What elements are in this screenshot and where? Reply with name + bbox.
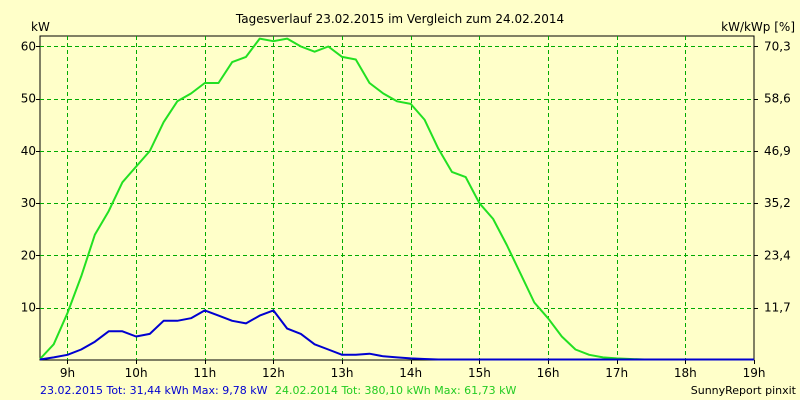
- x-tick-label: 10h: [125, 366, 148, 380]
- footer-credit: SunnyReport pinxit: [691, 384, 797, 397]
- y-tick-label-right: 11,7: [764, 301, 791, 315]
- chart-title: Tagesverlauf 23.02.2015 im Vergleich zum…: [235, 12, 564, 26]
- x-tick-label: 9h: [60, 366, 75, 380]
- y-tick-label-right: 35,2: [764, 196, 791, 210]
- x-tick-label: 18h: [674, 366, 697, 380]
- y-axis-left-label: kW: [31, 20, 50, 34]
- y-tick-label-left: 60: [21, 39, 36, 53]
- x-tick-label: 13h: [331, 366, 354, 380]
- plot-area: [39, 35, 755, 361]
- series-line-23.02.2015: [39, 309, 754, 361]
- grid: [40, 36, 754, 360]
- y-tick-label-right: 46,9: [764, 144, 791, 158]
- x-tick-label: 16h: [537, 366, 560, 380]
- x-tick-label: 12h: [262, 366, 285, 380]
- y-tick-label-left: 50: [21, 92, 36, 106]
- x-tick-label: 19h: [743, 366, 766, 380]
- x-tick-label: 11h: [193, 366, 216, 380]
- y-tick-label-left: 20: [21, 248, 36, 262]
- y-tick-label-left: 40: [21, 144, 36, 158]
- series-line-24.02.2014: [39, 37, 754, 361]
- x-tick-label: 14h: [399, 366, 422, 380]
- x-tick-label: 17h: [605, 366, 628, 380]
- y-tick-label-left: 30: [21, 196, 36, 210]
- y-tick-label-right: 23,4: [764, 248, 791, 262]
- y-axis-right-label: kW/kWp [%]: [721, 20, 795, 34]
- series-group: [39, 37, 754, 361]
- y-tick-label-right: 70,3: [764, 39, 791, 53]
- y-tick-label-right: 58,6: [764, 92, 791, 106]
- y-tick-label-left: 10: [21, 301, 36, 315]
- x-tick-label: 15h: [468, 366, 491, 380]
- axis-ticks: 9h 10h 11h 12h 13h 14h 15h 16h 17h 18h 19h 10 20 30 40…: [21, 39, 791, 380]
- footer-2014-summary: 24.02.2014 Tot: 380,10 kWh Max: 61,73 kW: [275, 384, 517, 397]
- footer-2015-summary: 23.02.2015 Tot: 31,44 kWh Max: 9,78 kW: [40, 384, 268, 397]
- footer-summary: 23.02.2015 Tot: 31,44 kWh Max: 9,78 kW 2…: [40, 384, 517, 397]
